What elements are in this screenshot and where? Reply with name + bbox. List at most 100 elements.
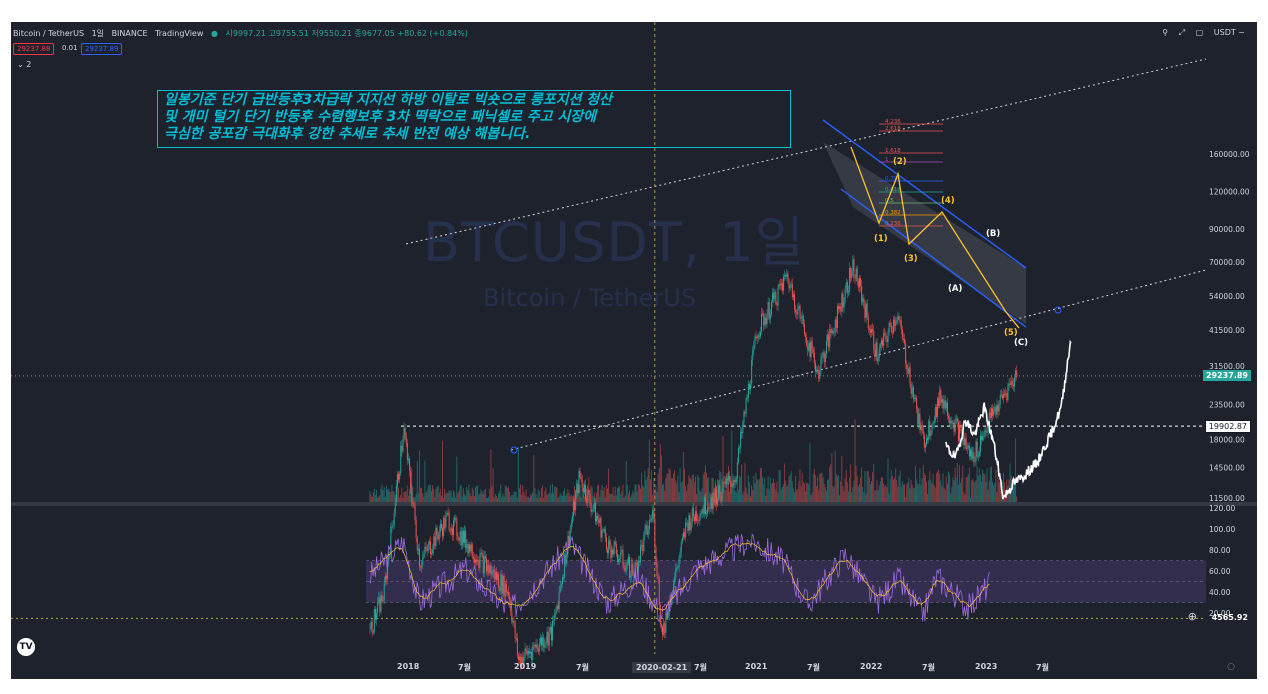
candle bbox=[627, 556, 629, 564]
candle bbox=[851, 271, 853, 279]
candle bbox=[802, 316, 804, 325]
tradingview-logo-icon: TV bbox=[17, 638, 35, 656]
candle bbox=[644, 529, 646, 535]
buy-price-button[interactable]: 29237.89 bbox=[81, 43, 123, 55]
volume-bar bbox=[915, 465, 916, 502]
volume-bar bbox=[537, 489, 539, 502]
volume-bar bbox=[638, 485, 640, 502]
candle bbox=[1001, 395, 1003, 399]
wave-label: (B) bbox=[986, 229, 1000, 239]
candle bbox=[547, 631, 549, 646]
candle bbox=[956, 418, 958, 422]
volume-bar bbox=[691, 475, 693, 502]
projection-path[interactable] bbox=[945, 339, 1072, 500]
candle bbox=[968, 445, 970, 457]
candle bbox=[590, 503, 592, 512]
volume-bar bbox=[469, 493, 471, 502]
lock-icon[interactable]: ⚲ bbox=[1162, 28, 1169, 37]
candle bbox=[545, 642, 547, 646]
candle bbox=[820, 358, 822, 371]
candle bbox=[680, 541, 682, 553]
candle bbox=[513, 621, 515, 623]
volume-bar bbox=[817, 476, 819, 502]
rsi-line[interactable] bbox=[369, 533, 990, 623]
candle bbox=[720, 495, 722, 501]
candle bbox=[916, 397, 918, 410]
candle bbox=[894, 319, 896, 327]
volume-bar bbox=[956, 463, 958, 502]
sell-price-button[interactable]: 29237.88 bbox=[13, 43, 55, 55]
candle bbox=[917, 409, 919, 425]
volume-bar bbox=[604, 496, 606, 502]
candle bbox=[773, 292, 775, 300]
add-alert-icon[interactable]: ⊕ bbox=[1187, 610, 1197, 624]
candle bbox=[645, 525, 647, 530]
price-axis-tick: 23500.00 bbox=[1209, 400, 1245, 409]
elliott-wave-line[interactable] bbox=[850, 146, 1020, 329]
price-chart[interactable]: 160000.00 120000.00 90000.00 70000.00 54000.… bbox=[11, 22, 1257, 679]
time-axis-label: 7월 bbox=[694, 663, 707, 672]
candle bbox=[431, 552, 433, 555]
candle bbox=[512, 621, 514, 623]
volume-bar bbox=[986, 468, 988, 502]
candle bbox=[847, 290, 849, 293]
candle bbox=[927, 437, 929, 441]
trendline-anchor[interactable] bbox=[1054, 306, 1062, 314]
candle bbox=[483, 556, 485, 574]
volume-bar bbox=[1004, 482, 1006, 502]
trendline-anchor[interactable] bbox=[510, 446, 518, 454]
volume-bar bbox=[553, 493, 555, 502]
rsi-axis-tick: 40.00 bbox=[1209, 588, 1231, 597]
volume-bar bbox=[912, 487, 914, 502]
volume-bar bbox=[932, 473, 934, 502]
candle bbox=[761, 313, 763, 332]
candle bbox=[732, 484, 734, 486]
candle bbox=[934, 407, 936, 421]
candle bbox=[380, 595, 382, 612]
volume-bar bbox=[820, 473, 822, 502]
candle bbox=[822, 352, 824, 356]
volume-bar bbox=[605, 484, 607, 502]
volume-bar bbox=[476, 485, 478, 502]
rsi-ma-line[interactable] bbox=[369, 542, 990, 611]
channel-upper-line[interactable] bbox=[822, 119, 1027, 269]
currency-selector[interactable]: USDT ~ bbox=[1213, 28, 1245, 37]
symbol-name[interactable]: Bitcoin / TetherUS bbox=[13, 29, 85, 38]
volume-bar bbox=[874, 490, 876, 502]
camera-icon[interactable]: ▢ bbox=[1195, 28, 1204, 37]
settings-icon[interactable]: ○ bbox=[1227, 662, 1235, 672]
candle bbox=[1000, 394, 1002, 396]
candle bbox=[873, 330, 875, 350]
collapse-indicators-button[interactable]: ⌄ 2 bbox=[17, 60, 32, 69]
candle bbox=[462, 530, 464, 543]
volume-bar bbox=[797, 489, 799, 502]
pane-divider[interactable] bbox=[11, 502, 1257, 506]
volume-bar bbox=[851, 492, 853, 502]
upper-trendline[interactable] bbox=[405, 58, 1207, 245]
volume-bar bbox=[704, 465, 706, 502]
volume-bar bbox=[567, 489, 569, 502]
volume-bar bbox=[459, 485, 461, 502]
candle bbox=[674, 577, 676, 584]
expand-icon[interactable]: ⤢ bbox=[1178, 28, 1186, 37]
volume-bar bbox=[620, 494, 622, 502]
volume-bar bbox=[768, 489, 770, 502]
candle bbox=[714, 489, 716, 504]
annotation-line: 일봉기준 단기 급반등후3차급락 지지선 하방 이탈로 빅숏으로 롱포지션 청산 bbox=[164, 92, 613, 108]
volume-bar bbox=[869, 484, 871, 502]
candle bbox=[383, 581, 385, 601]
annotation-box[interactable]: 일봉기준 단기 급반등후3차급락 지지선 하방 이탈로 빅숏으로 롱포지션 청산… bbox=[157, 90, 791, 148]
candle bbox=[603, 529, 605, 531]
volume-bar bbox=[989, 467, 991, 502]
volume-bar bbox=[702, 474, 704, 502]
channel-lower-line[interactable] bbox=[840, 188, 1027, 328]
volume-bar bbox=[556, 487, 558, 502]
volume-bar bbox=[446, 492, 448, 502]
candle bbox=[1014, 377, 1016, 387]
interval[interactable]: 1일 bbox=[91, 29, 105, 38]
candle bbox=[433, 536, 435, 550]
candle bbox=[833, 332, 835, 334]
volume-bar bbox=[734, 490, 736, 502]
candle bbox=[993, 411, 995, 416]
symbol-header: Bitcoin / TetherUS 1일 BINANCE TradingVie… bbox=[13, 28, 473, 39]
